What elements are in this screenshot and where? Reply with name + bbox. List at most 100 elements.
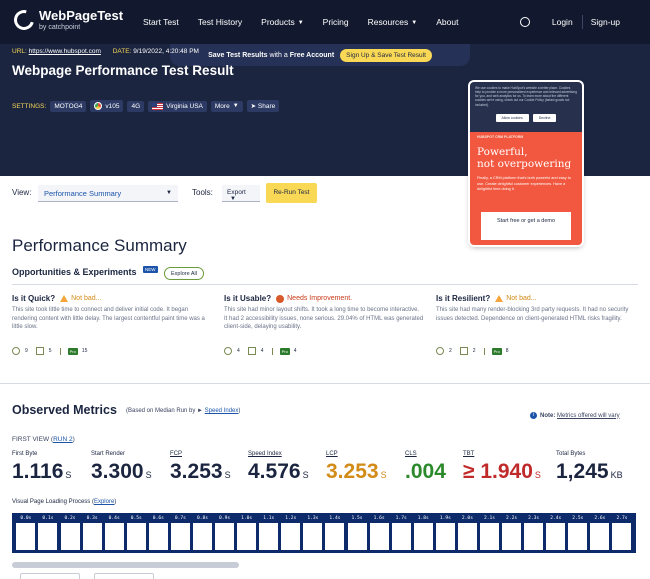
filmstrip-frame[interactable]: 0.8s [192, 515, 213, 553]
tested-url-link[interactable]: https://www.hubspot.com [28, 48, 101, 55]
hubspot-ad[interactable]: We use cookies to make HubSpot's website… [470, 82, 582, 245]
frame-time: 0.3s [86, 516, 98, 521]
ad-decline-button[interactable]: Decline [532, 113, 557, 122]
location-chip: Virginia USA [148, 100, 207, 112]
user-icon[interactable] [519, 17, 530, 27]
filmstrip-frame[interactable]: 1.6s [369, 515, 389, 553]
filmstrip-scrollbar[interactable] [12, 562, 239, 568]
metric-value: 3.253 [326, 460, 379, 483]
metric-label: Total Bytes [556, 451, 586, 457]
frame-thumbnail [612, 523, 632, 550]
resilient-question[interactable]: Is it Resilient? [436, 294, 491, 303]
filmstrip-frame[interactable]: 2.2s [502, 515, 522, 553]
frame-time: 2.5s [572, 516, 584, 521]
frame-thumbnail [369, 523, 389, 550]
rerun-test-button[interactable]: Re-Run Test [266, 183, 317, 203]
frame-thumbnail [546, 523, 566, 550]
bottom-button[interactable] [94, 573, 154, 579]
ad-body: HUBSPOT CRM PLATFORM Powerful, not overp… [470, 132, 582, 245]
usable-opportunity-counts[interactable]: 4 4 Pro 4 [224, 347, 305, 355]
filmstrip-frame[interactable]: 0.3s [82, 515, 102, 553]
frame-thumbnail [391, 523, 411, 550]
metric-unit: S [65, 470, 72, 480]
view-select[interactable]: Performance Summary ▼ [38, 185, 178, 202]
speed-index-link[interactable]: Speed Index [204, 408, 239, 414]
nav-start-test[interactable]: Start Test [143, 17, 179, 27]
filmstrip-frame[interactable]: 1.8s [413, 515, 433, 553]
filmstrip-frame[interactable]: 0.1s [38, 515, 58, 553]
filmstrip-frame[interactable]: 1.1s [259, 515, 279, 553]
filmstrip-frame[interactable]: 2.3s [524, 515, 544, 553]
signup-save-button[interactable]: Sign Up & Save Test Result [340, 48, 432, 62]
browser-version: v105 [105, 102, 120, 110]
usable-count-tips: 4 [237, 348, 240, 354]
filmstrip-frame[interactable]: 0.4s [104, 515, 124, 553]
signup-link[interactable]: Sign-up [590, 17, 620, 27]
quick-opportunity-counts[interactable]: 9 5 Pro 15 [12, 347, 95, 355]
filmstrip-frame[interactable]: 1.5s [347, 515, 367, 553]
filmstrip-frame[interactable]: 0.5s [126, 515, 146, 553]
metric-label[interactable]: CLS [405, 451, 417, 457]
resilient-verdict: Not bad... [506, 295, 537, 302]
export-label: Export [227, 189, 246, 196]
filmstrip-frame[interactable]: 1.0s [237, 515, 257, 553]
filmstrip-frame[interactable]: 1.7s [391, 515, 411, 553]
usable-question[interactable]: Is it Usable? [224, 294, 272, 303]
explore-filmstrip-link[interactable]: Explore [93, 499, 115, 505]
filmstrip-frame[interactable]: 2.5s [568, 515, 588, 553]
frame-thumbnail [590, 523, 610, 550]
quick-count-tips: 9 [25, 348, 28, 354]
webpagetest-logo[interactable]: WebPageTest by catchpoint [10, 6, 123, 34]
metrics-vary-link[interactable]: Metrics offered will vary [557, 412, 620, 419]
nav-pricing[interactable]: Pricing [322, 17, 349, 27]
filmstrip-frame[interactable]: 2.0s [457, 515, 478, 553]
frame-time: 1.5s [351, 516, 363, 521]
nav-test-history[interactable]: Test History [197, 17, 243, 27]
metric-label[interactable]: LCP [326, 451, 338, 457]
frame-thumbnail [82, 523, 102, 550]
metric-label[interactable]: FCP [170, 451, 182, 457]
frame-time: 1.3s [307, 516, 319, 521]
share-dropdown[interactable]: ➤ Share [246, 100, 280, 112]
filmstrip-frame[interactable]: 0.0s [16, 515, 36, 553]
promo-bold: Save Test Results [208, 51, 268, 59]
filmstrip-frame[interactable]: 2.1s [480, 515, 500, 553]
metric-cls: CLS .004 [405, 451, 448, 484]
login-link[interactable]: Login [551, 17, 573, 27]
metric-label[interactable]: Speed Index [248, 451, 282, 457]
filmstrip-frame[interactable]: 2.4s [546, 515, 566, 553]
metric-value: 4.576 [248, 460, 301, 483]
filmstrip-frame[interactable]: 0.7s [170, 515, 191, 553]
run-link[interactable]: RUN 2 [53, 436, 73, 443]
filmstrip-frame[interactable]: 1.3s [303, 515, 323, 553]
usable-description: This site had minor layout shifts. It to… [224, 307, 424, 331]
metric-label[interactable]: TBT [463, 451, 475, 457]
quick-question[interactable]: Is it Quick? [12, 294, 56, 303]
nav-about[interactable]: About [436, 17, 459, 27]
filmstrip-frame[interactable]: 1.2s [281, 515, 301, 553]
filmstrip-frame[interactable]: 0.2s [60, 515, 80, 553]
explore-all-button[interactable]: Explore All [164, 267, 204, 280]
ad-allow-cookies-button[interactable]: Allow cookies [495, 113, 529, 122]
filmstrip-frame[interactable]: 0.6s [148, 515, 168, 553]
bottom-button[interactable] [20, 573, 80, 579]
more-dropdown[interactable]: More ▼ [210, 100, 243, 112]
export-dropdown[interactable]: Export ▼ [222, 185, 260, 202]
filmstrip-frame[interactable]: 1.9s [435, 515, 455, 553]
play-icon: ► [197, 408, 203, 414]
filmstrip-frame[interactable]: 2.6s [590, 515, 610, 553]
filmstrip-frame[interactable]: 0.9s [215, 515, 235, 553]
metric-speed-index: Speed Index 4.576 S [248, 451, 309, 484]
nav-resources[interactable]: Resources ▼ [368, 17, 418, 27]
resilient-assessment: Is it Resilient? Not bad... This site ha… [436, 294, 636, 323]
ad-cta-button[interactable]: Start free or get a demo [481, 212, 571, 240]
chevron-down-icon: ▼ [297, 19, 304, 26]
filmstrip[interactable]: 0.0s 0.1s 0.2s 0.3s 0.4s 0.5s 0.6s 0.7s 0.8s 0.9s… [12, 513, 636, 553]
nav-products[interactable]: Products ▼ [261, 17, 304, 27]
filmstrip-frame[interactable]: 1.4s [325, 515, 345, 553]
metric-fcp: FCP 3.253 S [170, 451, 231, 484]
frame-thumbnail [457, 523, 477, 550]
filmstrip-frame[interactable]: 2.7s [612, 515, 632, 553]
usable-assessment: Is it Usable? Needs Improvement. This si… [224, 294, 424, 332]
resilient-opportunity-counts[interactable]: 2 2 Pro 8 [436, 347, 517, 355]
